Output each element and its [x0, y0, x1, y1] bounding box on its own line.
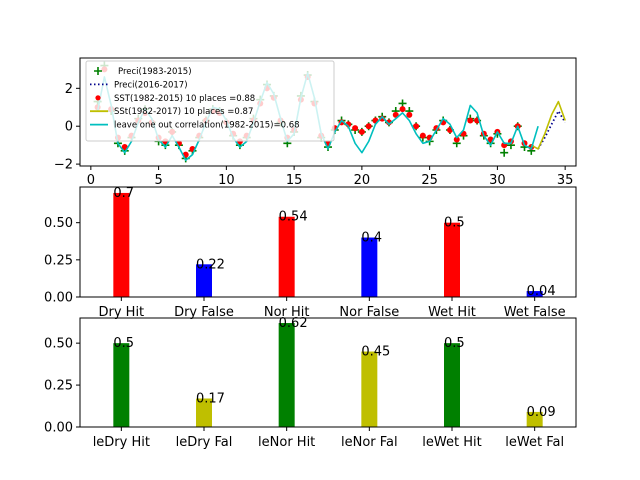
bar-5 — [526, 291, 543, 297]
bar-value-label-0: 0.7 — [113, 186, 134, 201]
series-0-plus-point-60 — [500, 148, 509, 157]
legend-label-2: SST(1982-2015) 10 places =0.88 — [114, 94, 255, 104]
leave-one-out-bar-panel: 0.5 0.17 0.62 0.45 0.5 0.09 leDry Hit leDry Fa… — [44, 316, 577, 450]
y-tick-label-1: 0.25 — [44, 253, 73, 268]
hit-false-ticks: Dry Hit Dry False Nor Hit Nor False Wet Hit W… — [44, 216, 566, 320]
series-2-dot-point-48 — [419, 132, 426, 139]
bar-value-label-5: 0.04 — [527, 284, 556, 299]
legend-label-0: Preci(1983-2015) — [118, 67, 192, 77]
y-tick-label-2: 0.50 — [44, 337, 73, 352]
y-tick-label-2: 0.50 — [44, 216, 73, 231]
leave-one-out-axes-frame — [79, 317, 577, 428]
bar-0 — [113, 192, 130, 297]
y-tick-label-1: 0.25 — [44, 379, 73, 394]
timeseries-ticks: 0 5 10 15 20 25 30 35 −2 0 2 — [54, 82, 574, 188]
legend-handle-0 — [94, 67, 102, 75]
x-tick-label-4: Wet Hit — [428, 305, 476, 320]
timeseries-panel: 0 5 10 15 20 25 30 35−202 Preci(1983-2015)Preci… — [54, 57, 577, 188]
x-tick-label-35: 35 — [557, 173, 574, 188]
series-2-dot-point-40 — [365, 123, 372, 130]
x-tick-label-20: 20 — [354, 173, 371, 188]
x-tick-label-25: 25 — [421, 173, 438, 188]
y-tick-label-0: 0 — [65, 120, 73, 135]
bar-value-label-4: 0.5 — [444, 216, 465, 231]
x-tick-label-5: leWet Fal — [505, 435, 564, 450]
bar-2 — [278, 216, 295, 297]
series-1-line — [537, 110, 566, 150]
leave-one-out-bars: 0.5 0.17 0.62 0.45 0.5 0.09 — [113, 316, 556, 427]
series-2-dot-point-53 — [453, 136, 460, 143]
bar-3 — [361, 237, 378, 297]
series-2-dot-point-47 — [413, 123, 420, 130]
bar-3 — [361, 351, 378, 427]
bar-1 — [196, 398, 212, 427]
x-tick-label-0: Dry Hit — [98, 305, 144, 320]
series-2-dot-point-55 — [467, 117, 474, 124]
legend-label-4: leave one out correlation(1982-2015)=0.6… — [114, 121, 300, 131]
x-tick-label-3: leNor Fal — [341, 435, 398, 450]
legend-box — [85, 60, 335, 142]
hit-false-bars: 0.7 0.22 0.54 0.4 0.5 0.04 — [113, 186, 556, 299]
series-2-dot-point-39 — [358, 128, 365, 135]
x-tick-label-1: leDry Fal — [176, 435, 233, 450]
bar-0 — [113, 343, 130, 427]
bar-value-label-0: 0.5 — [113, 336, 134, 351]
bar-4 — [444, 222, 460, 297]
bar-value-label-2: 0.54 — [279, 210, 308, 225]
bar-value-label-1: 0.22 — [196, 257, 225, 272]
series-3-line — [530, 100, 566, 150]
x-tick-label-5: Wet False — [504, 305, 566, 320]
series-2-dot-point-4 — [121, 144, 128, 151]
hit-false-bar-panel: 0.7 0.22 0.54 0.4 0.5 0.04 Dry Hit Dry False No… — [44, 186, 577, 320]
bar-value-label-3: 0.4 — [361, 231, 382, 246]
bar-1 — [196, 264, 212, 297]
timeseries-legend: Preci(1983-2015) Preci(2016-2017) SST(1982… — [85, 60, 335, 142]
legend-handle-2 — [95, 95, 101, 101]
y-tick-label-0: 0.00 — [44, 291, 73, 306]
x-tick-label-1: Dry False — [174, 305, 234, 320]
bar-2 — [278, 323, 295, 427]
x-tick-label-30: 30 — [489, 173, 506, 188]
legend-label-1: Preci(2016-2017) — [114, 80, 188, 90]
bar-value-label-1: 0.17 — [196, 391, 225, 406]
x-tick-label-3: Nor False — [339, 305, 399, 320]
series-2-dot-point-42 — [379, 115, 386, 122]
y-tick-label--2: −2 — [54, 158, 73, 173]
x-tick-label-5: 5 — [154, 173, 162, 188]
series-2-dot-point-46 — [406, 111, 413, 118]
bar-4 — [444, 343, 460, 427]
bar-5 — [526, 411, 543, 427]
series-2-dot-point-45 — [399, 106, 406, 113]
bar-value-label-2: 0.62 — [279, 316, 308, 331]
legend-label-3: SSt(1982-2017) 10 places =0.87 — [114, 107, 253, 117]
series-0-plus-point-45 — [398, 99, 407, 108]
x-tick-label-2: leNor Hit — [258, 435, 315, 450]
hit-false-axes-frame — [79, 186, 577, 298]
x-tick-label-15: 15 — [286, 173, 303, 188]
timeseries-axes-frame — [79, 57, 577, 167]
x-tick-label-4: leWet Hit — [422, 435, 481, 450]
x-tick-label-10: 10 — [218, 173, 235, 188]
x-tick-label-2: Nor Hit — [264, 305, 310, 320]
bar-value-label-3: 0.45 — [361, 345, 390, 360]
x-tick-label-0: 0 — [87, 173, 95, 188]
bar-value-label-4: 0.5 — [444, 336, 465, 351]
y-tick-label-0: 0.00 — [44, 421, 73, 436]
series-2-dot-point-38 — [352, 125, 359, 132]
bar-value-label-5: 0.09 — [527, 405, 556, 420]
y-tick-label-2: 2 — [65, 82, 73, 97]
x-tick-label-0: leDry Hit — [93, 435, 150, 450]
leave-one-out-ticks: leDry Hit leDry Fal leNor Hit leNor Fal leWe… — [44, 337, 564, 450]
